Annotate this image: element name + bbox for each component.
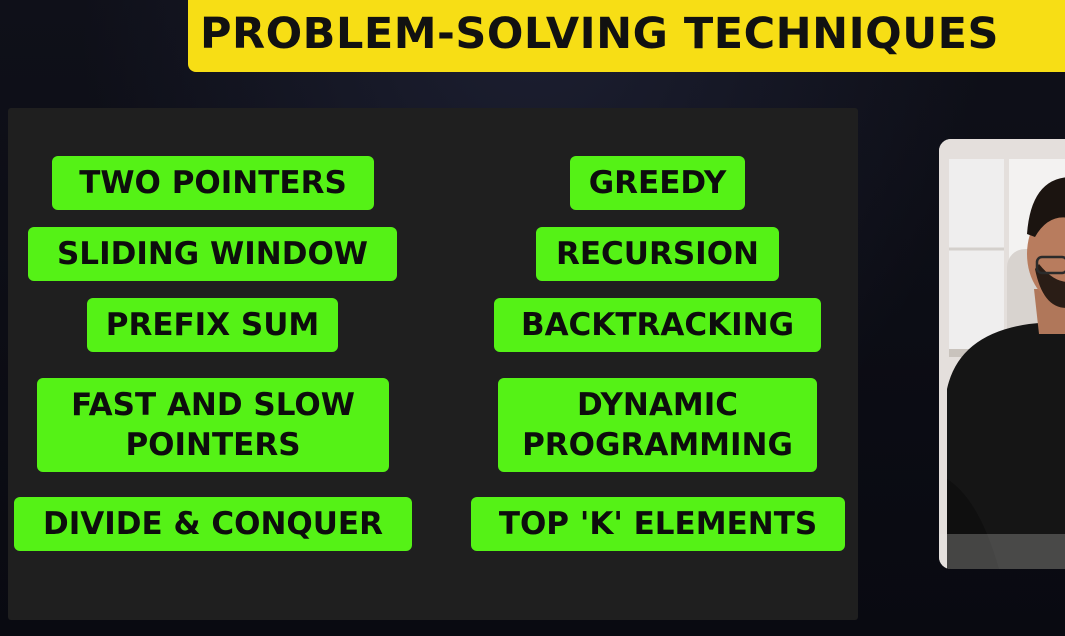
technique-tag-sliding-window: SLIDING WINDOW <box>28 227 397 281</box>
technique-tag-recursion: RECURSION <box>536 227 779 281</box>
technique-tag-backtracking: BACKTRACKING <box>494 298 821 352</box>
presenter-figure <box>939 139 1065 569</box>
webcam-presenter-video <box>939 139 1065 569</box>
title-banner: PROBLEM-SOLVING TECHNIQUES <box>188 0 1065 72</box>
page-title: PROBLEM-SOLVING TECHNIQUES <box>200 9 999 59</box>
technique-tag-greedy: GREEDY <box>570 156 745 210</box>
technique-tag-prefix-sum: PREFIX SUM <box>87 298 338 352</box>
technique-tag-fast-and-slow-pointers: FAST AND SLOW POINTERS <box>37 378 389 472</box>
technique-tag-top-k-elements: TOP 'K' ELEMENTS <box>471 497 845 551</box>
technique-tag-divide-and-conquer: DIVIDE & CONQUER <box>14 497 412 551</box>
technique-tag-dynamic-programming: DYNAMIC PROGRAMMING <box>498 378 817 472</box>
technique-tag-two-pointers: TWO POINTERS <box>52 156 374 210</box>
